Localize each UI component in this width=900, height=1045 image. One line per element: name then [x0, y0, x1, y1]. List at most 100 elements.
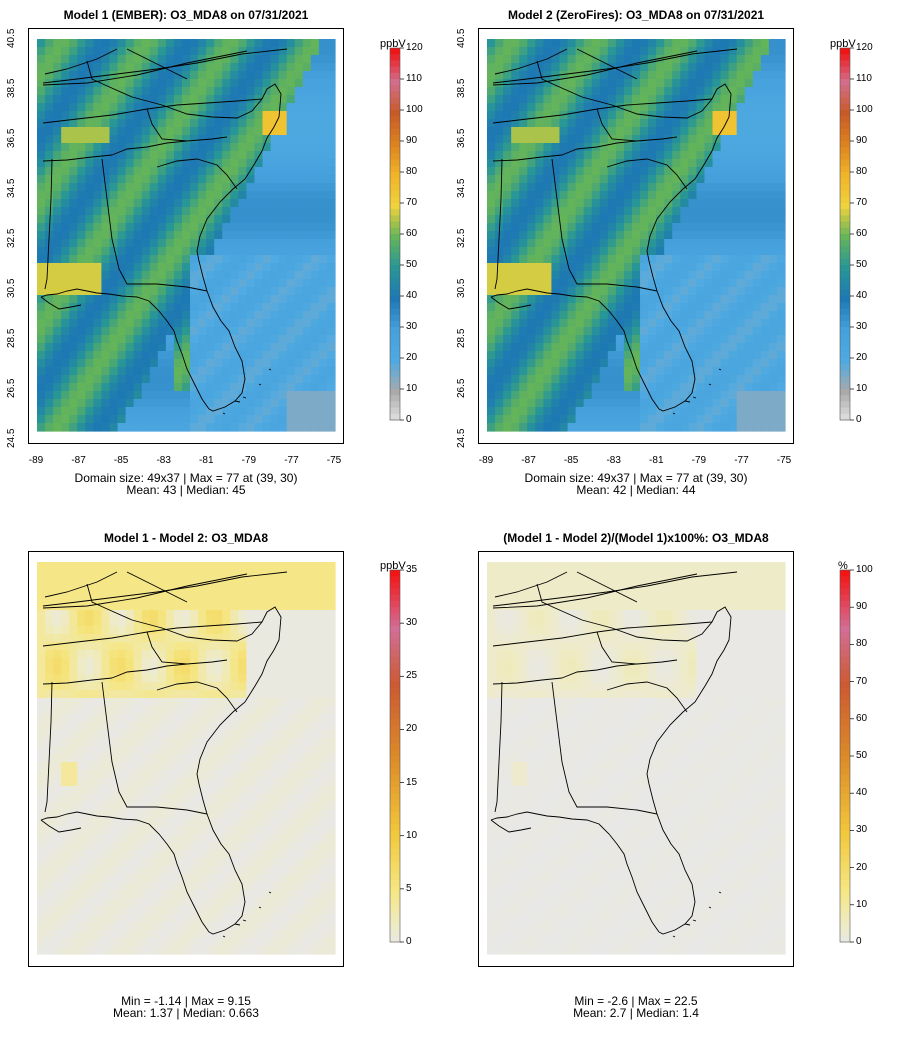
grid-cell [270, 199, 280, 208]
grid-cell [246, 642, 256, 651]
grid-cell [77, 175, 86, 184]
grid-cell [776, 231, 786, 240]
grid-cell [535, 255, 544, 264]
grid-cell [286, 215, 296, 224]
grid-cell [310, 399, 320, 408]
grid-cell [141, 399, 151, 408]
grid-cell [85, 327, 94, 336]
grid-cell [157, 191, 167, 200]
grid-cell [503, 407, 512, 416]
grid-cell [190, 191, 199, 200]
grid-cell [640, 127, 649, 136]
grid-cell [214, 47, 223, 56]
grid-cell [117, 335, 127, 344]
grid-cell [93, 119, 103, 128]
x-tick-label: -75 [326, 455, 342, 466]
grid-cell [728, 335, 738, 344]
grid-cell [728, 311, 738, 320]
grid-cell [69, 295, 78, 304]
grid-cell [238, 303, 247, 312]
grid-cell [133, 634, 143, 643]
grid-cell [527, 255, 536, 264]
grid-cell [640, 295, 649, 304]
grid-cell [246, 87, 256, 96]
grid-cell [222, 159, 231, 168]
grid-cell [157, 746, 167, 755]
grid-cell [551, 103, 561, 112]
grid-cell [567, 239, 577, 248]
grid-cell [607, 223, 617, 232]
grid-cell [495, 143, 504, 152]
grid-cell [768, 375, 778, 384]
grid-cell [318, 714, 328, 723]
grid-cell [664, 135, 673, 144]
grid-cell [688, 303, 697, 312]
grid-cell [93, 231, 103, 240]
colorbar-segment [840, 382, 850, 390]
grid-cell [93, 714, 103, 723]
grid-cell [623, 423, 633, 432]
grid-cell [254, 762, 264, 771]
grid-cell [326, 247, 336, 256]
grid-cell [511, 191, 520, 200]
grid-cell [567, 119, 577, 128]
grid-cell [680, 327, 689, 336]
grid-cell [640, 239, 649, 248]
grid-cell [53, 47, 62, 56]
grid-cell [53, 79, 62, 88]
grid-cell [599, 271, 609, 280]
grid-cell [752, 271, 762, 280]
grid-cell [607, 319, 617, 328]
grid-cell [631, 423, 641, 432]
grid-cell [230, 738, 239, 747]
colorbar-segment [840, 110, 850, 117]
grid-cell [599, 351, 609, 360]
grid-cell [133, 786, 143, 795]
grid-cell [656, 399, 665, 408]
grid-cell [664, 39, 673, 48]
grid-cell [696, 239, 706, 248]
grid-cell [551, 375, 561, 384]
grid-cell [535, 87, 544, 96]
grid-cell [326, 618, 336, 627]
grid-cell [198, 762, 207, 771]
grid-cell [599, 135, 609, 144]
grid-cell [519, 423, 528, 432]
grid-cell [246, 167, 256, 176]
grid-cell [736, 375, 746, 384]
grid-cell [776, 239, 786, 248]
grid-cell [165, 191, 175, 200]
grid-cell [173, 71, 183, 80]
grid-cell [278, 682, 288, 691]
colorbar-segment [840, 147, 850, 154]
grid-cell [214, 103, 223, 112]
grid-cell [519, 119, 528, 128]
grid-cell [45, 327, 54, 336]
grid-cell [125, 399, 135, 408]
grid-cell [575, 367, 585, 376]
grid-cell [704, 151, 714, 160]
grid-cell [157, 722, 167, 731]
grid-cell [157, 690, 167, 699]
grid-cell [583, 39, 593, 48]
grid-cell [141, 375, 151, 384]
grid-cell [551, 263, 561, 272]
grid-cell [61, 215, 70, 224]
grid-cell [109, 39, 119, 48]
grid-cell [672, 311, 681, 320]
grid-cell [768, 383, 778, 392]
grid-cell [575, 391, 585, 400]
grid-cell [262, 714, 272, 723]
grid-cell [125, 151, 135, 160]
grid-cell [230, 143, 239, 152]
grid-cell [198, 103, 207, 112]
grid-cell [487, 383, 496, 392]
state-border [44, 158, 53, 290]
grid-cell [141, 159, 151, 168]
grid-cell [37, 79, 46, 88]
grid-cell [326, 642, 336, 651]
grid-cell [165, 610, 175, 619]
grid-cell [535, 327, 544, 336]
grid-cell [768, 175, 778, 184]
grid-cell [768, 95, 778, 104]
